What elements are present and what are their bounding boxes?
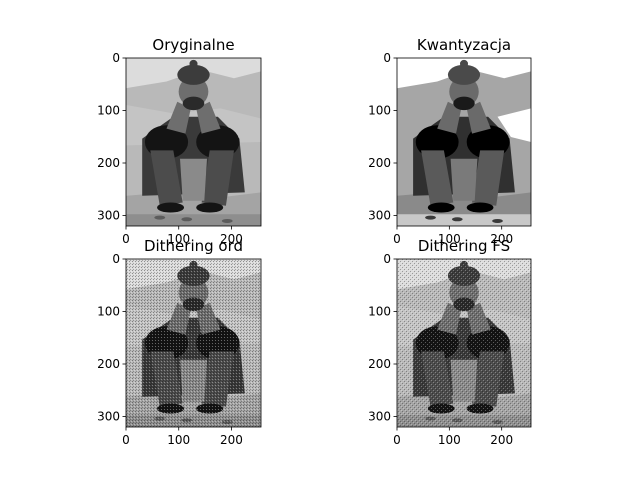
image-right-leg-2 — [472, 150, 505, 206]
image-right-foot-2 — [466, 202, 494, 213]
y-tick-label: 100 — [97, 104, 120, 118]
x-tick-label: 100 — [438, 433, 461, 447]
y-tick-label: 200 — [368, 357, 391, 371]
image-stone-1-2 — [425, 215, 436, 220]
subplot-title: Oryginalne — [152, 36, 234, 54]
y-tick-label: 0 — [383, 51, 391, 65]
image-right-foot-1 — [196, 202, 224, 213]
axes-frame — [125, 258, 262, 428]
x-tick-label: 200 — [490, 433, 513, 447]
subplot-4: Dithering FS 0 100 200 0 100 200 300 — [368, 237, 532, 447]
image-stone-2-2 — [492, 218, 503, 223]
subplot-3: Dithering ord 0 100 200 0 100 200 300 — [97, 237, 262, 447]
image-left-arm-1 — [166, 101, 191, 134]
image-left-foot-2 — [427, 202, 455, 213]
image-left-leg-2 — [421, 150, 454, 206]
image-hat-2 — [447, 64, 481, 85]
image-bright-patch-2 — [497, 108, 531, 142]
y-tick-label: 300 — [97, 410, 120, 424]
image-right-arm-2 — [466, 101, 491, 134]
x-tick-label: 0 — [393, 433, 401, 447]
x-tick-label: 100 — [167, 433, 190, 447]
image-4 — [397, 259, 531, 427]
image-hat-bobble-1 — [189, 59, 198, 68]
image-stone-0-1 — [181, 217, 193, 222]
image-right-leg-1 — [201, 150, 234, 206]
image-sky-2 — [397, 58, 531, 89]
y-tick-label: 200 — [97, 156, 120, 170]
image-ground-near-2 — [397, 214, 531, 226]
image-dither-texture-4 — [397, 259, 531, 427]
axes-frame — [125, 57, 262, 227]
axes-frame — [396, 258, 532, 428]
image-left-foot-1 — [157, 202, 185, 213]
y-tick-label: 100 — [97, 305, 120, 319]
image-stone-2-1 — [221, 218, 233, 223]
image-hat-bobble-2 — [459, 59, 469, 68]
image-trousers-2 — [450, 158, 478, 201]
y-tick-label: 0 — [383, 252, 391, 266]
y-tick-label: 200 — [368, 156, 391, 170]
image-ground-near-1 — [126, 214, 261, 226]
y-tick-label: 300 — [368, 209, 391, 223]
x-tick-label: 200 — [220, 433, 243, 447]
axes-frame — [396, 57, 532, 227]
x-tick-label: 100 — [167, 232, 190, 246]
image-left-leg-1 — [150, 150, 183, 206]
image-sky-1 — [126, 58, 261, 89]
y-tick-label: 300 — [97, 209, 120, 223]
image-3 — [126, 259, 261, 427]
image-stone-1-1 — [154, 215, 166, 220]
subplot-2: Kwantyzacja 0 100 200 0 100 200 300 — [368, 36, 532, 246]
x-tick-label: 100 — [438, 232, 461, 246]
subplot-1: Oryginalne 0 100 200 0 100 200 300 — [97, 36, 262, 246]
x-tick-label: 200 — [220, 232, 243, 246]
y-tick-label: 0 — [112, 51, 120, 65]
x-tick-label: 0 — [122, 232, 130, 246]
image-left-arm-2 — [437, 101, 462, 134]
subplot-title: Dithering FS — [418, 237, 510, 255]
subplot-title: Kwantyzacja — [417, 36, 511, 54]
image-stone-0-2 — [451, 217, 463, 222]
image-trousers-1 — [180, 158, 207, 201]
x-tick-label: 0 — [122, 433, 130, 447]
subplot-title: Dithering ord — [144, 237, 243, 255]
image-hands-1 — [182, 96, 205, 111]
y-tick-label: 300 — [368, 410, 391, 424]
y-tick-label: 200 — [97, 357, 120, 371]
image-dither-texture-3 — [126, 259, 261, 427]
image-hands-2 — [453, 96, 475, 111]
image-hat-1 — [177, 64, 210, 85]
image-right-arm-1 — [196, 101, 221, 134]
y-tick-label: 100 — [368, 104, 391, 118]
x-tick-label: 200 — [490, 232, 513, 246]
image-1 — [126, 58, 261, 226]
y-tick-label: 100 — [368, 305, 391, 319]
y-tick-label: 0 — [112, 252, 120, 266]
image-2 — [397, 58, 531, 226]
x-tick-label: 0 — [393, 232, 401, 246]
